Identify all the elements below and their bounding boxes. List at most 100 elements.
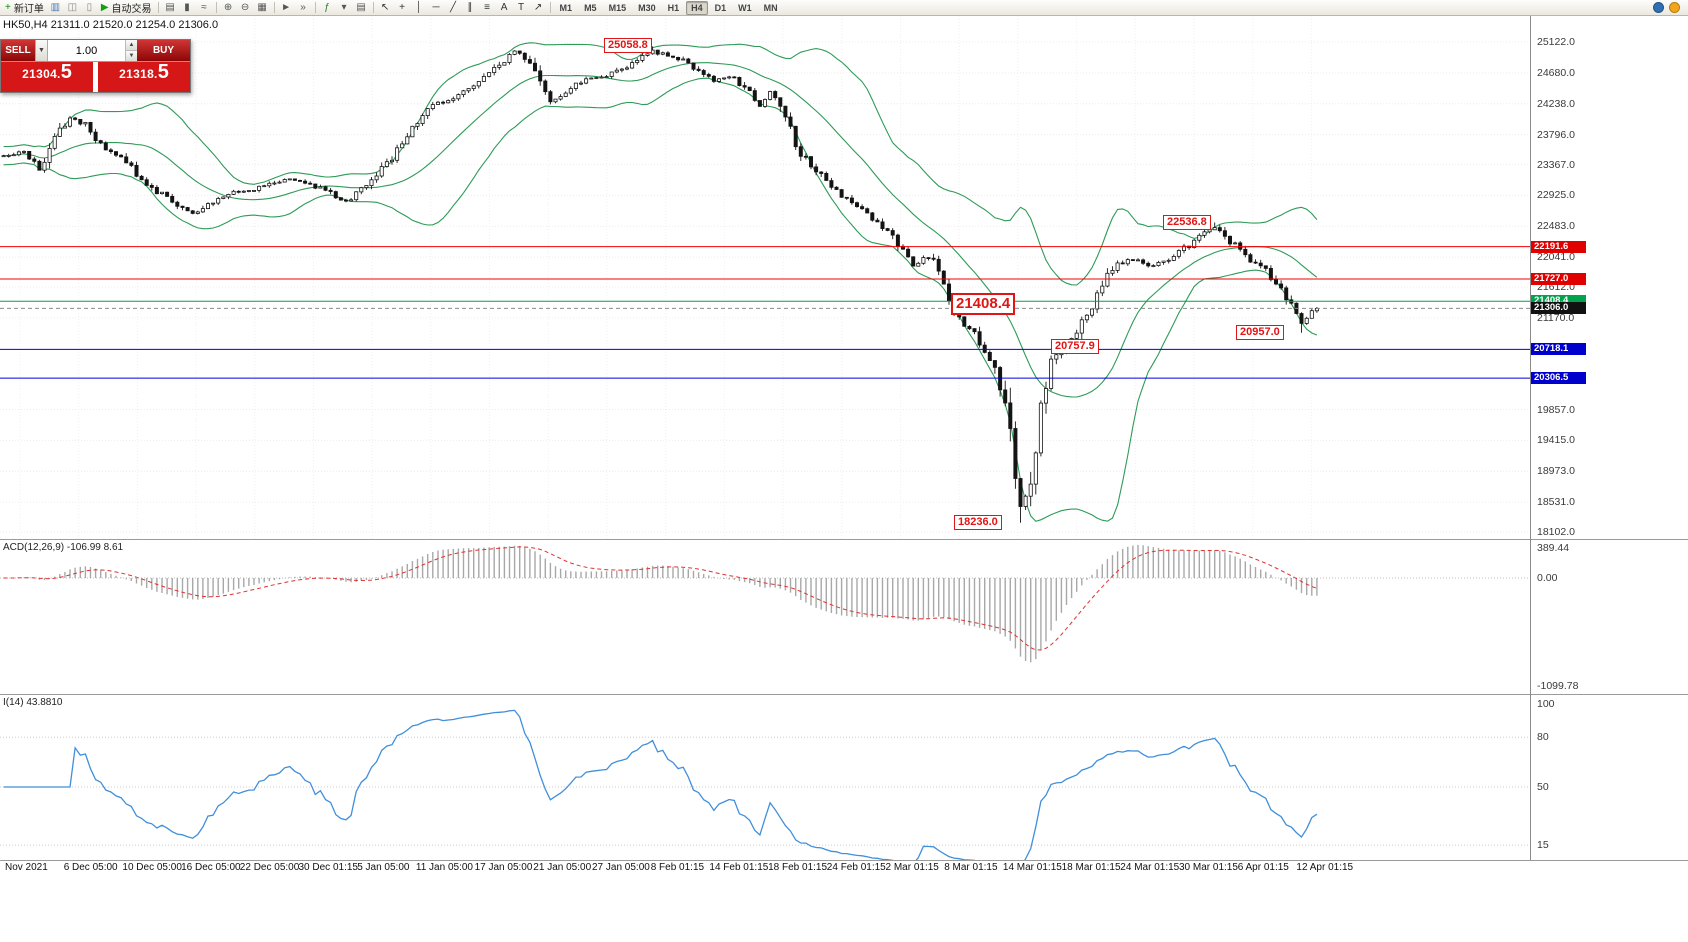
profiles-icon-icon: ◫ <box>67 1 78 13</box>
fibonacci-button[interactable]: ≡ <box>480 1 495 15</box>
price-axis-tick: 24680.0 <box>1537 66 1575 79</box>
text-label-button[interactable]: T <box>514 1 529 15</box>
toolbar-separator <box>157 2 159 13</box>
timeframe-button-W1[interactable]: W1 <box>738 2 752 13</box>
timeframe-button-MN[interactable]: MN <box>763 2 778 13</box>
time-axis-label: 14 Mar 01:15 <box>1002 862 1062 873</box>
price-axis-tick: 25122.0 <box>1537 36 1575 48</box>
price-axis-border[interactable] <box>1530 16 1531 860</box>
chart-window: HK50,H4 21311.0 21520.0 21254.0 21306.0 … <box>0 16 1688 942</box>
zoom-in-button[interactable]: ⊕ <box>221 1 236 15</box>
auto-trading-button[interactable]: ▶ 自动交易 <box>99 1 154 15</box>
cursor-button[interactable]: ↖ <box>378 1 393 15</box>
auto-trading-button-label: 自动交易 <box>111 4 152 15</box>
line-chart-type-button[interactable]: ≈ <box>197 1 212 15</box>
crosshair-button[interactable]: + <box>395 1 410 15</box>
channel-button[interactable]: ∥ <box>463 1 478 15</box>
toolbar-right <box>1648 2 1680 13</box>
time-axis-label: 30 Dec 01:15 <box>298 862 359 873</box>
toolbar-separator <box>372 2 374 13</box>
rsi-panel[interactable] <box>0 694 1530 860</box>
mobile-terminal-icon[interactable]: ▯ <box>82 1 97 15</box>
time-axis-label: 24 Feb 01:15 <box>826 862 886 873</box>
price-annotation[interactable]: 18236.0 <box>954 514 1002 530</box>
charts-window-icon[interactable]: ▥ <box>48 1 63 15</box>
panel-separator[interactable] <box>0 694 1688 695</box>
buy-button[interactable]: BUY <box>137 40 190 61</box>
volume-decrease-button[interactable]: ▼ <box>126 50 137 61</box>
symbol-ohlc-label: HK50,H4 21311.0 21520.0 21254.0 21306.0 <box>3 19 219 31</box>
zoom-out-button[interactable]: ⊖ <box>238 1 253 15</box>
timeframe-button-H4[interactable]: H4 <box>686 0 708 15</box>
candlestick-chart-type-button[interactable]: ▮ <box>180 1 195 15</box>
panel-separator <box>0 860 1688 861</box>
rsi-axis-label: 15 <box>1537 839 1549 852</box>
chart-shift-button[interactable]: » <box>296 1 311 15</box>
timeframe-button-H1[interactable]: H1 <box>667 2 680 13</box>
timeframe-button-M1[interactable]: M1 <box>559 2 573 13</box>
fibonacci-icon: ≡ <box>484 1 490 13</box>
auto-scroll-button[interactable]: ► <box>279 1 294 15</box>
price-axis-tick: 21170.0 <box>1537 311 1575 324</box>
volume-input[interactable] <box>48 40 125 61</box>
rsi-axis-label: 100 <box>1537 698 1555 710</box>
time-axis-label: 6 Apr 01:15 <box>1237 862 1289 873</box>
channel-icon: ∥ <box>467 1 473 13</box>
time-axis-label: 18 Feb 01:15 <box>768 862 828 873</box>
arrows-icon: ↗ <box>533 1 543 13</box>
profiles-icon[interactable]: ◫ <box>65 1 80 15</box>
trendline-button[interactable]: ╱ <box>446 1 461 15</box>
toolbar-separator <box>549 2 551 13</box>
timeframe-button-M30[interactable]: M30 <box>638 2 656 13</box>
price-annotation[interactable]: 22536.8 <box>1163 214 1211 230</box>
auto-scroll-icon: ► <box>281 1 291 13</box>
periods-button[interactable]: ▾ <box>337 1 352 15</box>
time-axis-label: 5 Jan 05:00 <box>357 862 410 873</box>
time-axis-label: 12 Apr 01:15 <box>1296 862 1354 873</box>
timeframe-button-D1[interactable]: D1 <box>714 2 727 13</box>
horizontal-line-button[interactable]: ─ <box>429 1 444 15</box>
new-order-icon: + <box>5 1 11 13</box>
current-price-tag: 21306.0 <box>1531 302 1586 315</box>
indicators-button[interactable]: ƒ <box>320 1 335 15</box>
price-axis-tick: 19857.0 <box>1537 403 1575 416</box>
templates-button[interactable]: ▤ <box>354 1 369 15</box>
sell-button[interactable]: SELL <box>1 40 35 61</box>
timeframe-button-M15[interactable]: M15 <box>608 2 627 13</box>
timeframe-button-M5[interactable]: M5 <box>584 2 597 13</box>
rsi-axis-label: 80 <box>1537 731 1549 744</box>
price-annotation[interactable]: 25058.8 <box>604 38 652 54</box>
horizontal-line-icon: ─ <box>432 1 440 13</box>
text-button[interactable]: A <box>497 1 512 15</box>
time-axis-label: 2 Mar 01:15 <box>885 862 939 873</box>
search-icon[interactable] <box>1669 2 1680 13</box>
main-chart[interactable] <box>0 16 1530 539</box>
auto-trading-icon: ▶ <box>100 1 109 13</box>
sell-price-pips: 5 <box>60 61 72 83</box>
candlestick-chart-type-icon: ▮ <box>184 1 190 13</box>
mql5-community-icon[interactable] <box>1653 2 1664 13</box>
time-axis-label: 30 Mar 01:15 <box>1179 862 1238 873</box>
bar-chart-type-button[interactable]: ▤ <box>163 1 178 15</box>
buy-price-pips: 5 <box>157 61 169 83</box>
volume-increase-button[interactable]: ▲ <box>126 40 137 50</box>
axis-price-tag: 20306.5 <box>1531 372 1586 385</box>
arrows-button[interactable]: ↗ <box>531 1 546 15</box>
tile-windows-button[interactable]: ▦ <box>255 1 270 15</box>
new-order-button[interactable]: + 新订单 <box>3 1 46 15</box>
vertical-line-button[interactable]: │ <box>412 1 427 15</box>
price-annotation[interactable]: 20757.9 <box>1051 338 1099 354</box>
time-axis-label: 17 Jan 05:00 <box>474 862 533 873</box>
macd-axis-label: 0.00 <box>1537 572 1558 584</box>
time-axis-label: 8 Mar 01:15 <box>944 862 998 873</box>
macd-axis-label: -1099.78 <box>1537 680 1579 692</box>
price-annotation[interactable]: 20957.0 <box>1236 324 1284 340</box>
sell-price[interactable]: 21304. 5 <box>1 62 93 92</box>
panel-separator[interactable] <box>0 539 1688 540</box>
order-settings-dropdown[interactable]: ▼ <box>35 40 48 61</box>
price-annotation[interactable]: 21408.4 <box>951 293 1016 316</box>
buy-price[interactable]: 21318. 5 <box>98 62 190 92</box>
macd-panel[interactable] <box>0 539 1530 694</box>
mobile-terminal-icon-icon: ▯ <box>86 1 93 13</box>
time-axis-label: 24 Mar 01:15 <box>1120 862 1180 873</box>
